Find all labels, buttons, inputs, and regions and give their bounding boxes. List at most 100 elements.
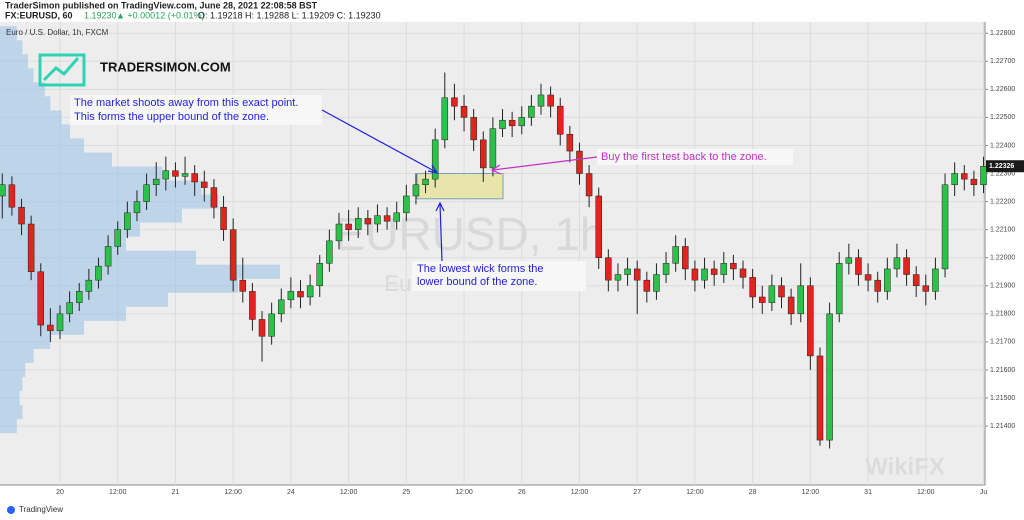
profile-bar [0, 152, 112, 167]
y-tick-label: 1.22300 [990, 170, 1015, 177]
candle-body [605, 257, 612, 281]
candle-body [431, 139, 439, 180]
candle-body [470, 117, 477, 141]
y-tick-label: 1.22500 [990, 114, 1015, 121]
candle-body [66, 302, 73, 315]
y-tick-label: 1.21400 [990, 423, 1015, 430]
annotation: lower bound of the zone. [417, 276, 537, 288]
profile-bar [0, 264, 280, 279]
x-tick-label: 24 [287, 489, 295, 496]
candle-body [133, 201, 141, 214]
candle-body [672, 246, 679, 264]
candle-body [864, 274, 872, 281]
candle-body [797, 285, 804, 315]
candle-body [124, 212, 131, 230]
profile-bar [0, 68, 34, 83]
candle-body [422, 178, 429, 186]
candle-body [383, 215, 391, 222]
candle-body [326, 240, 333, 264]
profile-bar [0, 180, 202, 195]
candle-body [701, 268, 708, 281]
y-tick-label: 1.21600 [990, 367, 1015, 374]
candle-body [547, 94, 554, 107]
candles [0, 72, 987, 449]
profile-bar [0, 208, 182, 223]
y-tick-label: 1.21500 [990, 395, 1015, 402]
profile-bar [0, 419, 17, 434]
candle-body [893, 257, 901, 270]
profile-bar [0, 376, 23, 391]
candle-body [306, 285, 314, 298]
candle-body [18, 206, 25, 225]
candle-body [922, 285, 930, 292]
candle-body [374, 215, 381, 225]
candle-body [585, 173, 593, 197]
x-tick-label: 12:00 [571, 489, 589, 496]
candle-body [287, 291, 295, 301]
candle-body [556, 105, 564, 135]
candle-body [278, 299, 285, 315]
candle-body [614, 274, 622, 281]
candle-body [951, 173, 958, 186]
candle-body [518, 117, 526, 127]
candle-body [114, 229, 121, 247]
candle-body [826, 313, 833, 441]
x-tick-label: 26 [518, 489, 526, 496]
candle-body [75, 291, 83, 303]
candle-body [229, 229, 237, 281]
candle-body [528, 105, 535, 118]
zone [416, 173, 504, 200]
x-tick-label: 12:00 [455, 489, 473, 496]
candle-body [345, 223, 352, 230]
footer-text: TradingView [19, 505, 63, 514]
candle-body [710, 268, 718, 275]
last-price-box [986, 160, 1024, 173]
candle-body [682, 246, 689, 270]
profile-bar [0, 222, 140, 237]
candle-body [56, 313, 64, 331]
x-tick-label: 28 [749, 489, 757, 496]
candle-body [653, 274, 660, 292]
arrow [492, 156, 598, 171]
y-tick-label: 1.22700 [990, 58, 1015, 65]
candle-body [932, 268, 939, 292]
footer-logo [7, 506, 15, 514]
candle-body [220, 206, 227, 230]
x-tick-label: 21 [172, 489, 180, 496]
candle-body [835, 263, 843, 315]
arrow-head [427, 164, 439, 174]
zone-group [416, 173, 504, 200]
y-tick-label: 1.22800 [990, 30, 1015, 37]
footer [0, 500, 1024, 520]
candle-body [595, 195, 602, 258]
candle-body [95, 265, 102, 281]
candle-body [941, 184, 949, 270]
ohlc: O: 1.19218 H: 1.19288 L: 1.19209 C: 1.19… [198, 10, 381, 20]
candle-body [85, 279, 93, 292]
x-tick-label: 12:00 [340, 489, 358, 496]
candle-body [499, 119, 506, 129]
annotation-box [597, 149, 793, 165]
y-tick-label: 1.22200 [990, 198, 1015, 205]
y-tick-label: 1.21900 [990, 283, 1015, 290]
profile-bar [0, 96, 51, 111]
profile-bar [0, 391, 20, 406]
annotation-box [70, 95, 322, 125]
candle-body [537, 94, 545, 107]
change: ▲ +0.00012 (+0.01%) [116, 10, 204, 20]
candle-body [643, 279, 651, 292]
candle-body [662, 263, 670, 275]
profile-bar [0, 54, 28, 69]
candle-body [480, 139, 487, 169]
candle-body [508, 119, 516, 127]
candle-body [412, 184, 420, 197]
symbol: FX:EURUSD, 60 [5, 10, 73, 20]
candle-body [884, 268, 891, 292]
y-tick-label: 1.22000 [990, 255, 1015, 262]
profile-bar [0, 110, 62, 125]
profile-bar [0, 40, 23, 55]
candle-body [239, 279, 247, 292]
profile-bar [0, 278, 238, 293]
candle-body [874, 279, 881, 292]
profile-bar [0, 405, 23, 420]
